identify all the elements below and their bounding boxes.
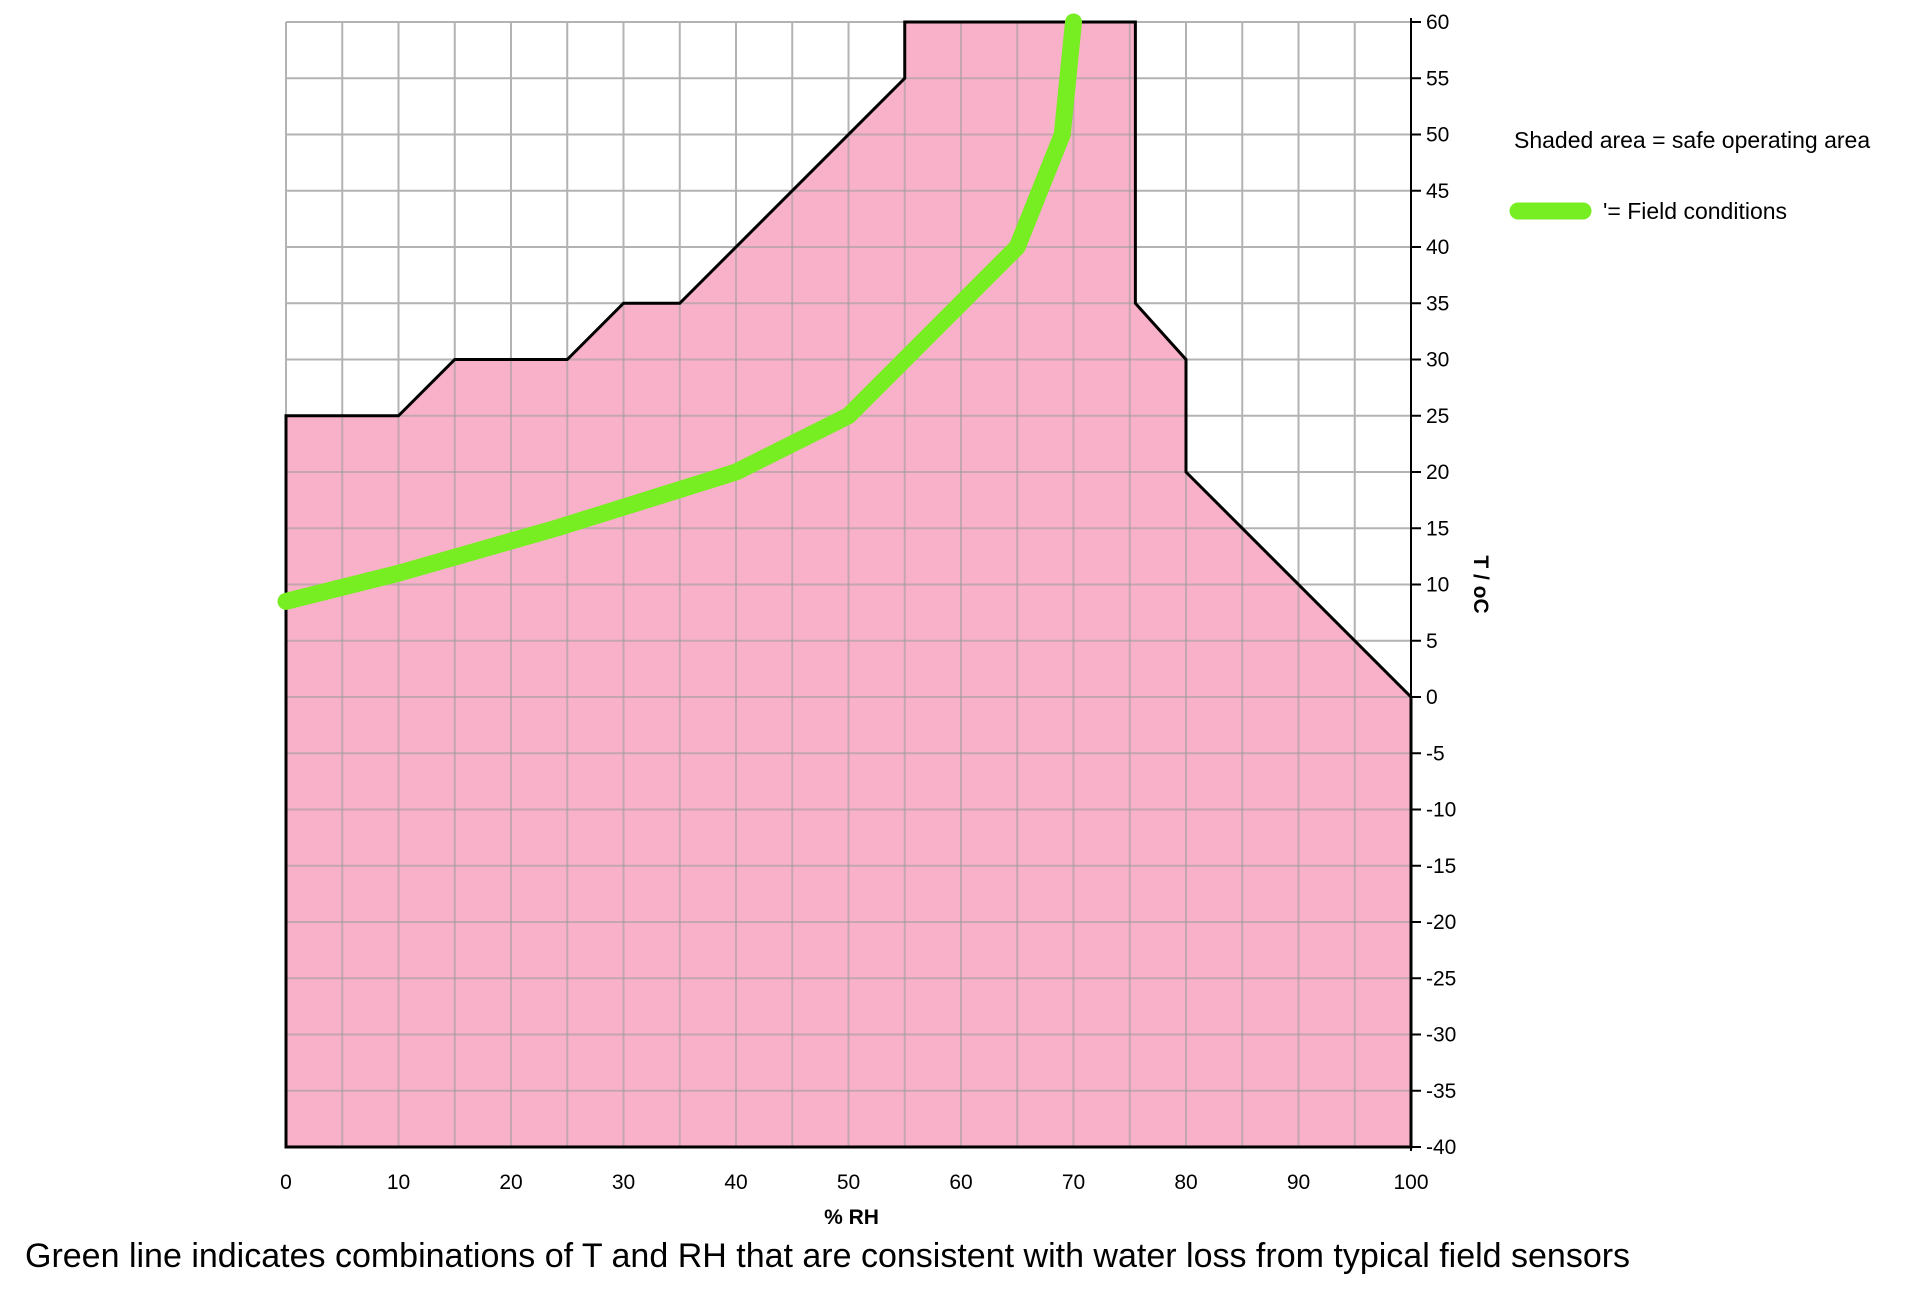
y-tick-label: -10 [1426,799,1456,822]
y-tick-label: -30 [1426,1024,1456,1047]
x-tick-label: 60 [949,1171,972,1194]
x-tick-label: 50 [837,1171,860,1194]
legend-item-field-conditions: '= Field conditions [1603,198,1787,224]
y-tick-label: 60 [1426,11,1449,34]
x-tick-label: 30 [612,1171,635,1194]
y-tick-label: -20 [1426,911,1456,934]
y-tick-label: 25 [1426,405,1449,428]
y-axis-ticks: 605550454035302520151050-5-10-15-20-25-3… [1411,11,1456,1159]
x-tick-label: 20 [499,1171,522,1194]
y-tick-label: 50 [1426,124,1449,147]
legend: Shaded area = safe operating area '= Fie… [1509,127,1870,224]
field-conditions-line [277,13,1082,610]
y-axis-title: T / oC [1469,555,1492,613]
y-tick-label: -40 [1426,1136,1456,1159]
x-tick-label: 70 [1062,1171,1085,1194]
y-tick-label: -35 [1426,1080,1456,1103]
y-tick-label: 45 [1426,180,1449,203]
y-tick-label: 5 [1426,630,1438,653]
x-tick-label: 10 [387,1171,410,1194]
legend-item-safe-area: Shaded area = safe operating area [1514,127,1870,153]
x-tick-label: 100 [1393,1171,1428,1194]
y-tick-label: 40 [1426,236,1449,259]
y-tick-label: 15 [1426,517,1449,540]
y-tick-label: 30 [1426,349,1449,372]
y-tick-label: -15 [1426,855,1456,878]
x-tick-label: 0 [280,1171,292,1194]
figure-caption: Green line indicates combinations of T a… [25,1237,1631,1275]
y-tick-label: -5 [1426,742,1445,765]
y-tick-label: 10 [1426,574,1449,597]
y-tick-label: 35 [1426,292,1449,315]
x-tick-label: 40 [724,1171,747,1194]
x-axis-ticks: 0 10 20 30 40 50 60 70 80 90 100 [280,1171,1428,1194]
x-tick-label: 90 [1287,1171,1310,1194]
field-conditions-path [277,13,1082,610]
x-axis-title: % RH [824,1206,879,1229]
y-tick-label: 55 [1426,67,1449,90]
y-tick-label: 0 [1426,686,1438,709]
y-tick-label: 20 [1426,461,1449,484]
y-tick-label: -25 [1426,967,1456,990]
x-tick-label: 80 [1174,1171,1197,1194]
